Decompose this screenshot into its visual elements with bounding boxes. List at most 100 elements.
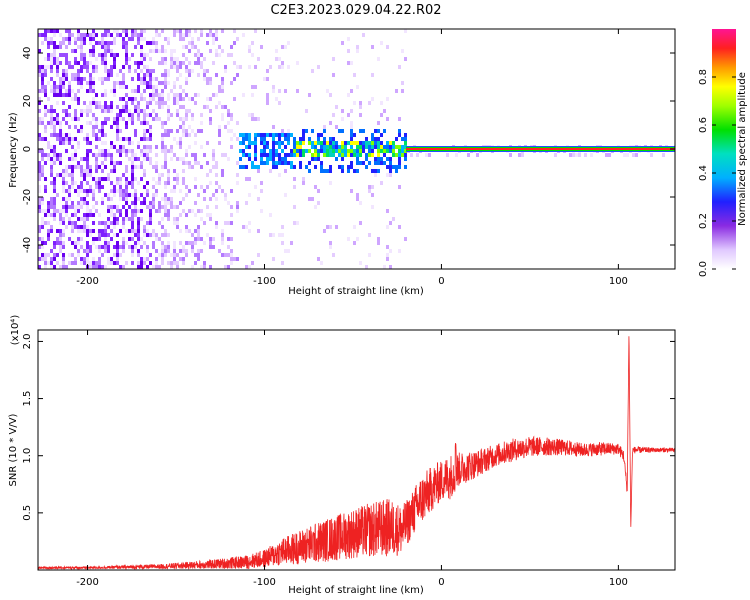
heatmap-cell — [74, 261, 77, 265]
heatmap-cell — [116, 189, 119, 193]
heatmap-cell — [386, 157, 389, 161]
heatmap-cell — [77, 61, 80, 65]
heatmap-cell — [62, 245, 65, 249]
heatmap-cell — [341, 129, 344, 133]
heatmap-cell — [59, 133, 62, 137]
heatmap-cell — [152, 97, 155, 101]
heatmap-cell — [161, 29, 164, 33]
heatmap-cell — [41, 209, 44, 213]
heatmap-cell — [170, 49, 173, 53]
heatmap-cell — [50, 29, 53, 33]
heatmap-cell — [41, 81, 44, 85]
heatmap-cell — [401, 49, 404, 53]
heatmap-cell — [110, 49, 113, 53]
heatmap-cell — [146, 157, 149, 161]
heatmap-cell — [95, 93, 98, 97]
heatmap-cell — [62, 41, 65, 45]
heatmap-cell — [254, 165, 257, 169]
heatmap-cell — [119, 85, 122, 89]
heatmap-cell — [143, 197, 146, 201]
heatmap-cell — [146, 149, 149, 153]
heatmap-cell — [404, 165, 407, 169]
heatmap-cell — [350, 125, 353, 129]
heatmap-cell — [377, 121, 380, 125]
heatmap-cell — [476, 153, 479, 157]
heatmap-cell — [350, 149, 353, 153]
heatmap-cell — [38, 137, 41, 141]
heatmap-cell — [347, 49, 350, 53]
heatmap-cell — [365, 165, 368, 169]
heatmap-cell — [404, 137, 407, 141]
heatmap-cell — [314, 205, 317, 209]
heatmap-cell — [146, 101, 149, 105]
heatmap-cell — [65, 173, 68, 177]
heatmap-cell — [128, 109, 131, 113]
heatmap-cell — [374, 173, 377, 177]
heatmap-cell — [254, 65, 257, 69]
heatmap-cell — [41, 165, 44, 169]
heatmap-cell — [149, 93, 152, 97]
heatmap-cell — [161, 49, 164, 53]
heatmap-cell — [149, 201, 152, 205]
heatmap-cell — [68, 133, 71, 137]
heatmap-cell — [260, 45, 263, 49]
heatmap-cell — [41, 241, 44, 245]
heatmap-cell — [152, 233, 155, 237]
heatmap-cell — [104, 121, 107, 125]
heatmap-cell — [146, 145, 149, 149]
heatmap-cell — [131, 177, 134, 181]
heatmap-cell — [86, 257, 89, 261]
heatmap-cell — [56, 133, 59, 137]
heatmap-cell — [296, 221, 299, 225]
heatmap-cell — [284, 137, 287, 141]
heatmap-cell — [143, 185, 146, 189]
heatmap-cell — [245, 153, 248, 157]
heatmap-cell — [380, 157, 383, 161]
heatmap-cell — [50, 265, 53, 269]
heatmap-cell — [335, 157, 338, 161]
heatmap-cell — [68, 189, 71, 193]
heatmap-cell — [80, 57, 83, 61]
heatmap-cell — [125, 41, 128, 45]
heatmap-cell — [110, 209, 113, 213]
heatmap-cell — [107, 197, 110, 201]
heatmap-cell — [38, 69, 41, 73]
heatmap-cell — [188, 161, 191, 165]
heatmap-cell — [65, 213, 68, 217]
heatmap-cell — [365, 265, 368, 269]
heatmap-cell — [104, 165, 107, 169]
heatmap-cell — [269, 65, 272, 69]
heatmap-cell — [47, 205, 50, 209]
heatmap-cell — [377, 169, 380, 173]
heatmap-cell — [167, 41, 170, 45]
heatmap-cell — [77, 73, 80, 77]
heatmap-cell — [38, 189, 41, 193]
heatmap-cell — [200, 209, 203, 213]
heatmap-cell — [98, 261, 101, 265]
heatmap-cell — [146, 181, 149, 185]
heatmap-cell — [224, 221, 227, 225]
heatmap-cell — [197, 129, 200, 133]
heatmap-cell — [59, 41, 62, 45]
heatmap-cell — [158, 177, 161, 181]
y-tick-label: -40 — [22, 237, 33, 253]
heatmap-cell — [230, 137, 233, 141]
heatmap-cell — [110, 237, 113, 241]
heatmap-cell — [167, 81, 170, 85]
heatmap-cell — [173, 65, 176, 69]
heatmap-cell — [56, 253, 59, 257]
heatmap-cell — [248, 153, 251, 157]
heatmap-cell — [209, 241, 212, 245]
heatmap-cell — [374, 157, 377, 161]
heatmap-cell — [245, 165, 248, 169]
heatmap-cell — [95, 177, 98, 181]
heatmap-cell — [260, 161, 263, 165]
heatmap-cell — [125, 85, 128, 89]
heatmap-cell — [230, 237, 233, 241]
heatmap-cell — [167, 117, 170, 121]
heatmap-cell — [59, 125, 62, 129]
heatmap-cell — [218, 141, 221, 145]
heatmap-cell — [53, 81, 56, 85]
heatmap-cell — [221, 237, 224, 241]
